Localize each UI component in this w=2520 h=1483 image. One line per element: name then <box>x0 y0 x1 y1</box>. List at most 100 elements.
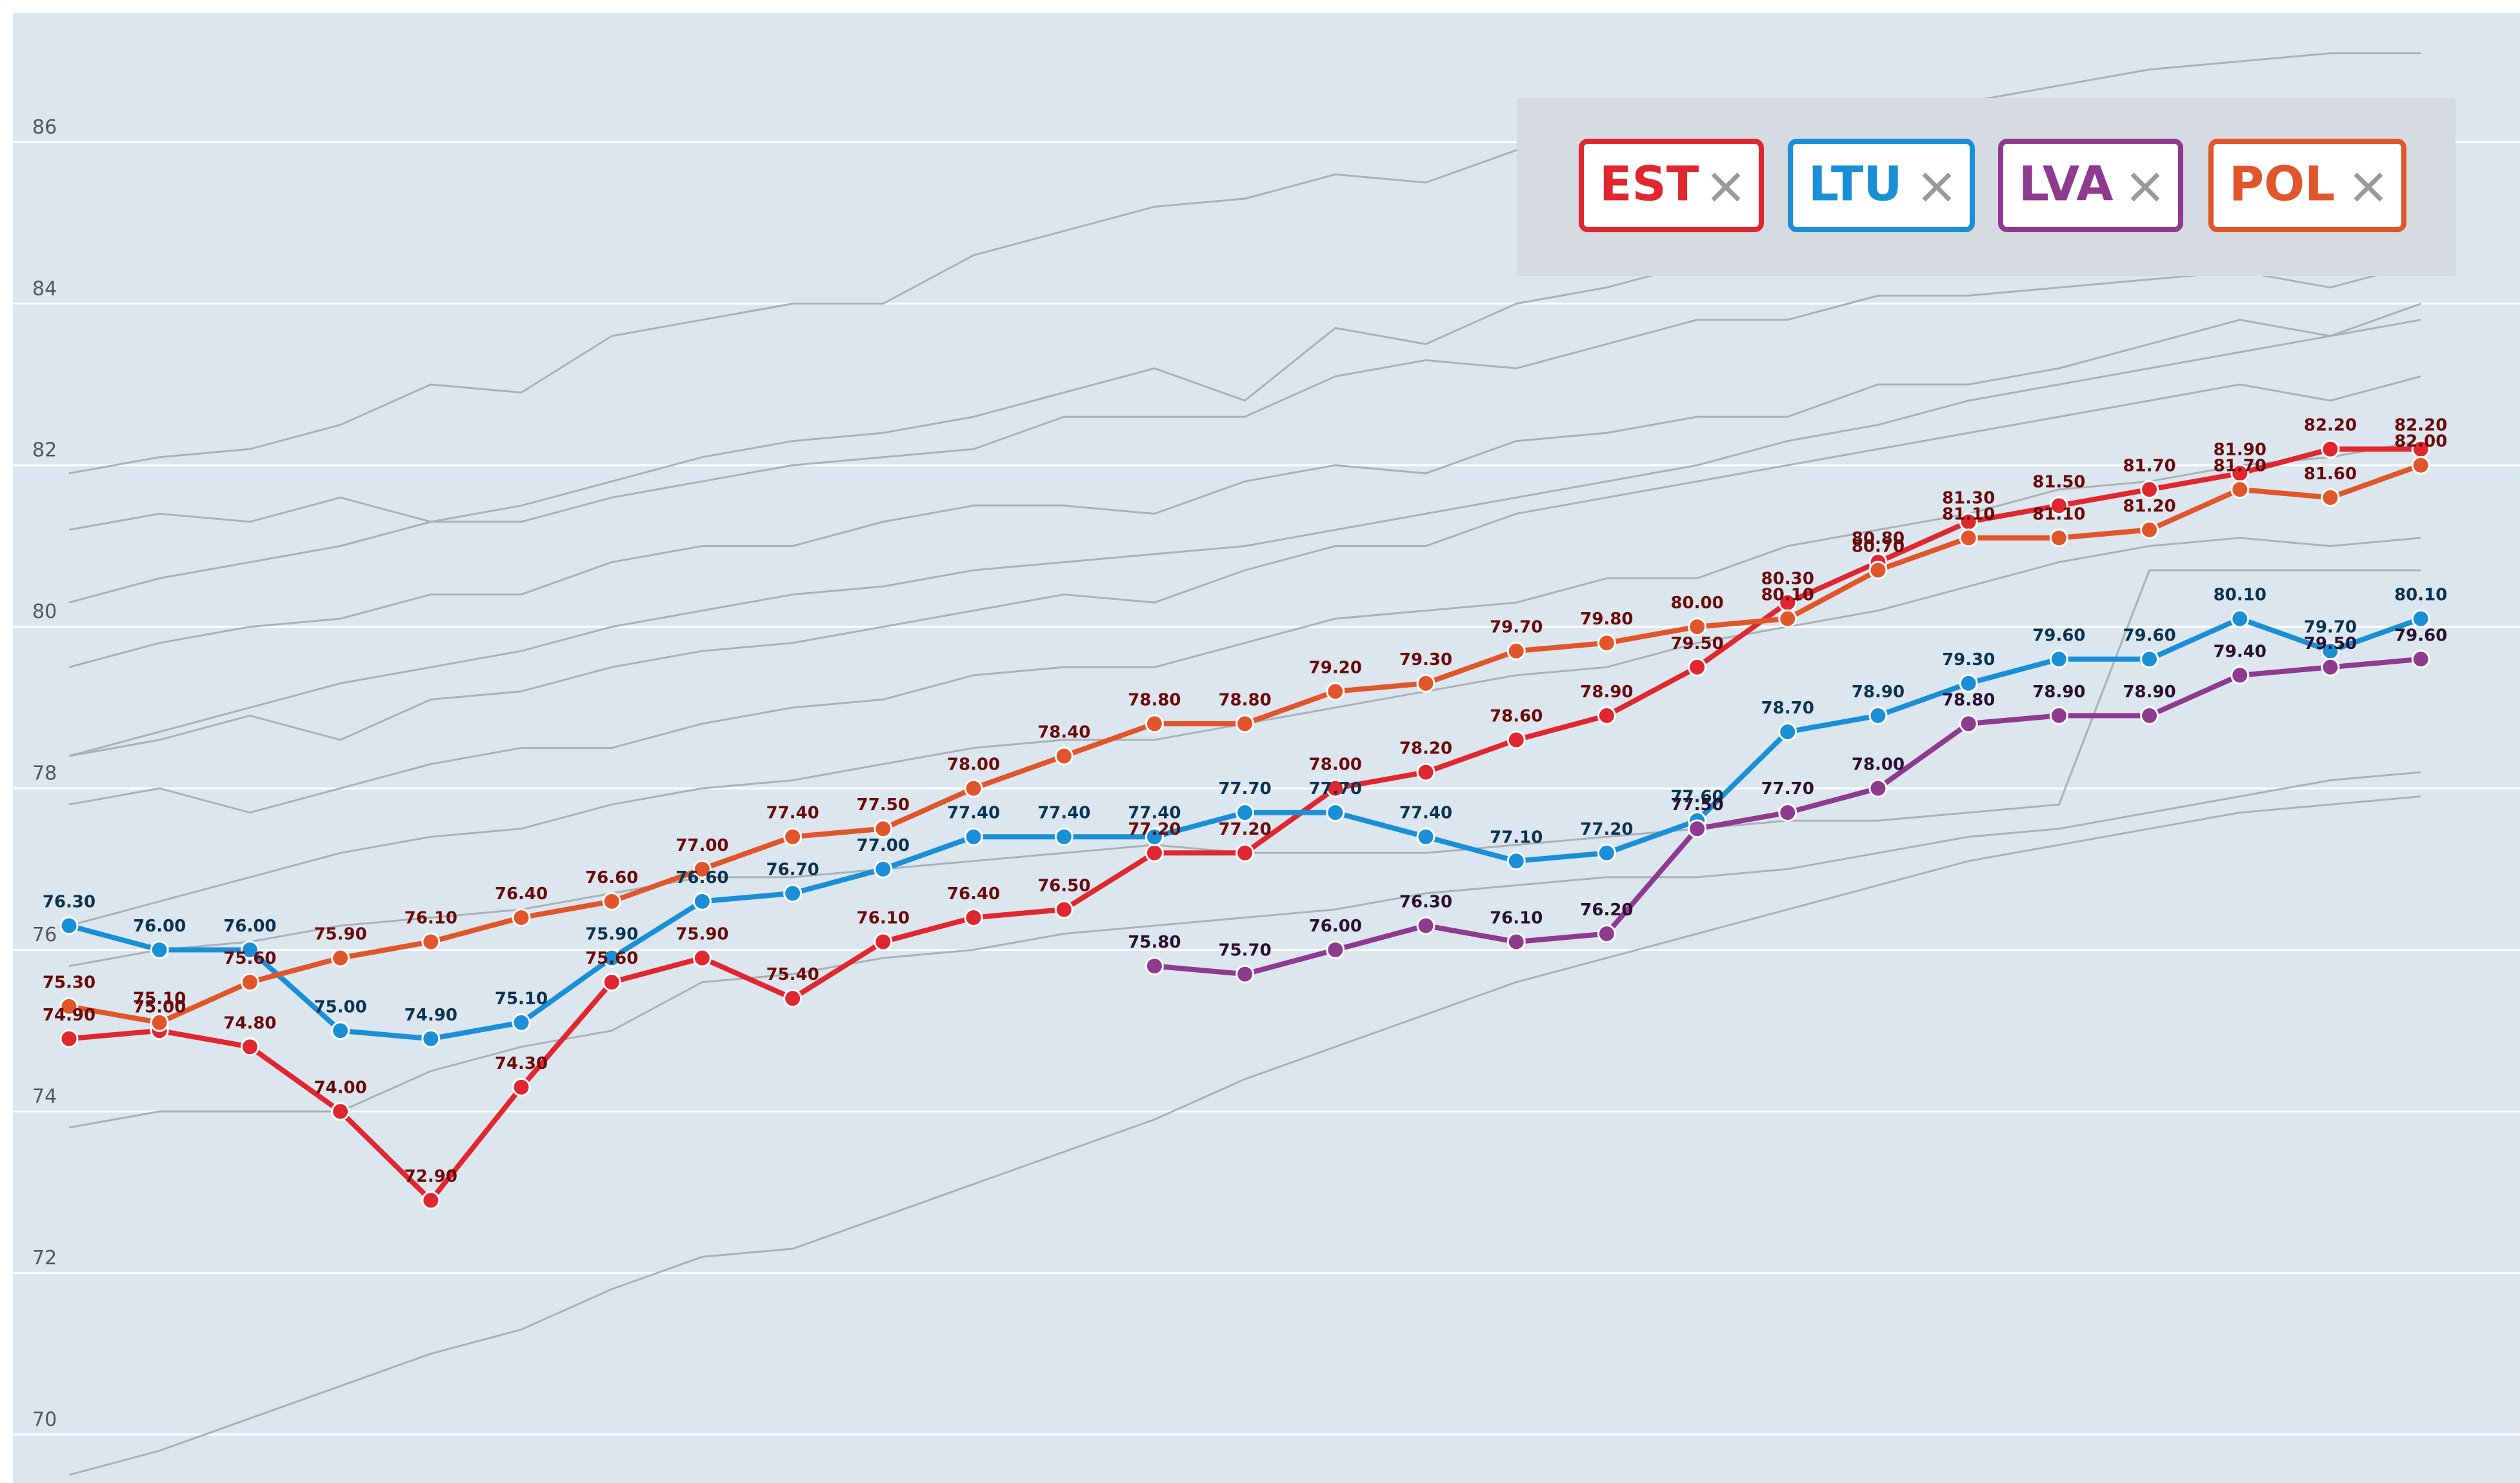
remove-icon[interactable] <box>1922 172 1952 202</box>
data-label: 79.60 <box>2032 626 2085 645</box>
data-label: 77.00 <box>857 836 910 855</box>
data-point <box>2049 706 2068 725</box>
legend-chip[interactable] <box>1998 139 2183 232</box>
data-label: 78.80 <box>1218 690 1271 710</box>
data-label: 77.20 <box>1218 820 1271 839</box>
data-label: 78.60 <box>1490 706 1543 726</box>
data-label: 78.90 <box>1852 682 1905 702</box>
data-point <box>1416 762 1435 782</box>
legend-label[interactable]: LTU <box>1808 157 1902 212</box>
data-point <box>1054 746 1074 766</box>
y-tick-label: 76 <box>32 924 57 946</box>
data-label: 79.30 <box>1942 650 1995 670</box>
data-point <box>2049 650 2068 669</box>
remove-icon[interactable] <box>2130 172 2160 202</box>
background-line <box>68 52 2421 475</box>
data-point <box>150 1013 169 1032</box>
data-label: 77.00 <box>675 836 728 855</box>
data-point <box>1326 941 1345 960</box>
data-label: 79.40 <box>2214 642 2266 661</box>
data-label: 78.70 <box>1761 699 1814 718</box>
legend-label[interactable]: EST <box>1599 157 1699 212</box>
data-point <box>1235 803 1255 822</box>
data-label: 77.10 <box>1490 828 1543 847</box>
data-point <box>692 948 712 968</box>
data-label: 80.80 <box>1852 529 1905 548</box>
data-label: 78.90 <box>2123 682 2175 702</box>
legend-chip[interactable] <box>1579 139 1764 232</box>
data-label: 76.50 <box>1037 876 1090 895</box>
data-label: 75.90 <box>314 925 366 944</box>
background-line <box>68 319 2421 757</box>
data-label: 75.90 <box>585 925 638 944</box>
data-label: 75.00 <box>314 997 366 1017</box>
data-label: 79.20 <box>1309 658 1362 677</box>
data-label: 79.70 <box>2304 618 2357 637</box>
data-point <box>874 819 893 839</box>
data-label: 76.10 <box>1490 909 1543 928</box>
data-label: 81.60 <box>2304 464 2357 484</box>
data-point <box>1326 803 1345 822</box>
data-point <box>964 827 983 846</box>
data-label: 77.20 <box>1128 820 1181 839</box>
data-point <box>1326 682 1345 701</box>
data-label: 81.70 <box>2123 456 2175 475</box>
data-label: 80.10 <box>2394 586 2447 605</box>
data-label: 77.20 <box>1580 820 1633 839</box>
data-label: 75.60 <box>585 949 638 968</box>
data-label: 80.10 <box>1761 586 1814 605</box>
data-point <box>783 989 803 1008</box>
data-label: 79.80 <box>1580 610 1633 629</box>
data-point <box>964 908 983 927</box>
data-label: 81.10 <box>2032 504 2085 524</box>
data-point <box>2049 496 2068 515</box>
legend-item[interactable]: LVA <box>1998 139 2183 232</box>
legend-item[interactable]: LTU <box>1788 139 1975 232</box>
data-point <box>2321 439 2340 459</box>
data-point <box>1416 916 1435 935</box>
legend-label[interactable]: LVA <box>2019 157 2113 212</box>
legend-chip[interactable] <box>2208 139 2406 232</box>
data-label: 75.10 <box>495 990 548 1009</box>
background-line <box>68 262 2421 604</box>
remove-icon[interactable] <box>1711 172 1741 202</box>
y-tick-label: 78 <box>32 762 57 785</box>
legend-item[interactable]: EST <box>1579 139 1764 232</box>
background-line <box>68 771 2421 1129</box>
data-label: 75.30 <box>43 973 95 993</box>
y-tick-label: 86 <box>32 116 57 139</box>
data-label: 81.10 <box>1942 504 1995 524</box>
data-point <box>331 948 350 968</box>
data-label: 76.30 <box>43 892 95 911</box>
data-point <box>602 948 621 968</box>
data-point <box>1326 779 1345 798</box>
data-point <box>2411 609 2430 628</box>
legend-item[interactable]: POL <box>2208 139 2406 232</box>
data-point <box>1506 851 1526 871</box>
data-point <box>1054 827 1074 846</box>
data-point <box>59 916 79 935</box>
data-point <box>331 1102 350 1121</box>
legend-label[interactable]: POL <box>2229 157 2335 212</box>
data-point <box>1416 673 1435 693</box>
data-label: 77.40 <box>947 804 1000 823</box>
data-point <box>2140 480 2159 499</box>
data-label: 77.60 <box>1670 788 1723 807</box>
data-point <box>1145 957 1164 976</box>
data-point <box>2049 528 2068 548</box>
data-point <box>2140 520 2159 539</box>
data-point <box>1235 964 1255 984</box>
data-point <box>59 997 79 1016</box>
data-point <box>1778 609 1797 628</box>
data-label: 77.70 <box>1761 779 1814 799</box>
data-label: 76.40 <box>947 884 1000 904</box>
data-point <box>1145 714 1164 733</box>
data-point <box>1778 722 1797 741</box>
data-point <box>240 973 259 992</box>
data-point <box>1959 714 1978 733</box>
data-label: 75.60 <box>223 949 276 968</box>
data-label: 72.90 <box>405 1167 457 1186</box>
legend-chip[interactable] <box>1788 139 1975 232</box>
remove-icon[interactable] <box>2354 172 2383 202</box>
